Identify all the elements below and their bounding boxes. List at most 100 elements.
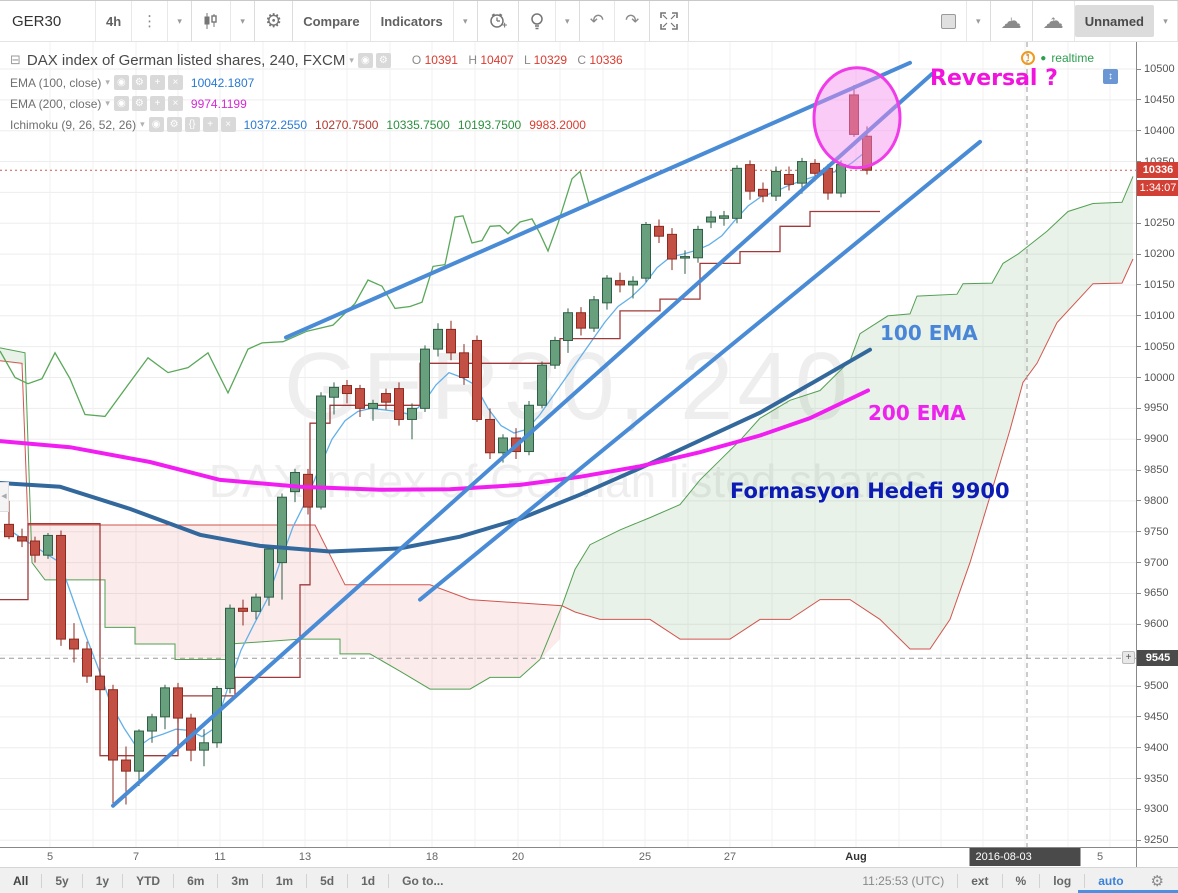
candle-body[interactable] [56,534,66,640]
range-1d[interactable]: 1d [361,874,376,888]
indicator-plus-icon[interactable]: + [149,75,165,90]
ideas-caret-icon[interactable]: ▾ [556,1,580,41]
candle-body[interactable] [251,596,261,612]
indicator-eye-icon[interactable]: ◉ [148,117,164,132]
indicator-braces-icon[interactable]: {} [184,117,200,132]
range-all[interactable]: All [13,874,29,888]
chart-type-caret-icon[interactable]: ▾ [231,1,256,41]
indicators-caret-icon[interactable]: ▾ [454,1,478,41]
candle-body[interactable] [134,730,144,772]
candle-body[interactable] [758,188,768,197]
interval-button[interactable]: 4h [96,1,133,41]
candle-body[interactable] [563,312,573,341]
range-5d[interactable]: 5d [320,874,335,888]
interval-caret-icon[interactable]: ▾ [168,1,193,41]
candle-body[interactable] [862,135,872,171]
candle-body[interactable] [732,167,742,219]
candle-body[interactable] [407,407,417,420]
save-chart-button[interactable]: ☁ ↑ [1032,1,1075,41]
candle-body[interactable] [17,536,27,542]
ichimoku-lagging[interactable] [0,170,590,418]
indicator-eye-icon[interactable]: ◉ [113,75,129,90]
chart-pane[interactable]: GER30, 240 DAX index of German listed sh… [0,42,1136,847]
layout-caret-icon[interactable]: ▾ [967,1,991,41]
range-1m[interactable]: 1m [275,874,294,888]
candle-body[interactable] [433,328,443,350]
candle-body[interactable] [238,607,248,612]
alert-add-button[interactable]: + [477,1,519,41]
layout-name-button[interactable]: Unnamed [1074,5,1154,37]
redo-button[interactable]: ↷ [614,1,651,41]
undo-button[interactable]: ↶ [579,1,615,41]
candle-body[interactable] [316,395,326,508]
candle-body[interactable] [706,216,716,223]
range-1y[interactable]: 1y [95,874,110,888]
indicator-gear-icon[interactable]: ⚙ [166,117,182,132]
candle-body[interactable] [615,280,625,286]
candle-body[interactable] [784,174,794,185]
chart-properties-button[interactable]: ⚙ [255,1,294,41]
candle-body[interactable] [849,94,859,135]
candle-body[interactable] [368,402,378,409]
indicator-eye-icon[interactable]: ◉ [113,96,129,111]
candle-body[interactable] [394,388,404,420]
indicator-caret-icon[interactable]: ▾ [140,119,145,129]
candle-body[interactable] [160,687,170,718]
candle-body[interactable] [264,548,274,598]
indicator-plus-icon[interactable]: + [149,96,165,111]
indicator-close-icon[interactable]: × [167,75,183,90]
indicator-close-icon[interactable]: × [167,96,183,111]
candle-body[interactable] [108,689,118,761]
indicator-gear-icon[interactable]: ⚙ [131,75,147,90]
ema-100[interactable] [0,347,872,554]
range-5y[interactable]: 5y [55,874,69,888]
candle-body[interactable] [303,473,313,508]
candle-body[interactable] [277,496,287,564]
candle-body[interactable] [797,161,807,184]
ema-200[interactable] [0,388,870,492]
candle-body[interactable] [810,162,820,174]
time-axis[interactable]: 5 7 11 13 18 20 25 27 Aug 5 2016-08-03 21:00:00 [0,847,1136,881]
trend-line-main[interactable] [111,71,934,808]
candle-body[interactable] [680,256,690,259]
candle-body[interactable] [537,364,547,406]
candle-body[interactable] [173,687,183,719]
candle-body[interactable] [498,437,508,454]
ideas-bulb-button[interactable] [518,1,556,41]
candle-body[interactable] [420,348,430,409]
range-3m[interactable]: 3m [231,874,249,888]
ext-toggle[interactable]: ext [971,874,989,888]
candle-body[interactable] [43,534,53,556]
candle-body[interactable] [459,352,469,379]
candle-body[interactable] [355,388,365,409]
candle-body[interactable] [95,675,105,691]
layout-select-button[interactable] [930,1,967,41]
candle-body[interactable] [199,742,209,751]
symbol-input[interactable]: GER30 [0,1,96,41]
indicator-gear-icon[interactable]: ⚙ [131,96,147,111]
range-6m[interactable]: 6m [187,874,205,888]
candle-body[interactable] [342,385,352,395]
trend-line-inner[interactable] [418,139,982,602]
candle-body[interactable] [524,404,534,453]
candle-body[interactable] [602,277,612,304]
candle-body[interactable] [550,339,560,366]
indicator-caret-icon[interactable]: ▾ [105,98,110,108]
indicator-plus-icon[interactable]: + [202,117,218,132]
layout-name-caret-icon[interactable]: ▾ [1154,1,1178,41]
candle-body[interactable] [654,225,664,237]
add-alert-plus-icon[interactable]: + [1122,651,1135,665]
fullscreen-button[interactable] [650,1,690,41]
candle-body[interactable] [225,607,235,689]
auto-toggle[interactable]: auto [1098,874,1124,888]
indicator-close-icon[interactable]: × [220,117,236,132]
ichimoku-lead1[interactable] [0,176,1134,690]
price-axis[interactable]: 1050010450104001035010250102001015010100… [1122,42,1178,847]
reversal-ellipse[interactable] [812,66,902,170]
candle-body[interactable] [745,164,755,192]
bottom-settings-icon[interactable]: ⚙ [1150,872,1164,890]
load-chart-button[interactable]: ☁ ↓ [990,1,1033,41]
price-chart[interactable] [0,42,1136,847]
candle-body[interactable] [576,312,586,329]
candle-body[interactable] [4,523,14,538]
